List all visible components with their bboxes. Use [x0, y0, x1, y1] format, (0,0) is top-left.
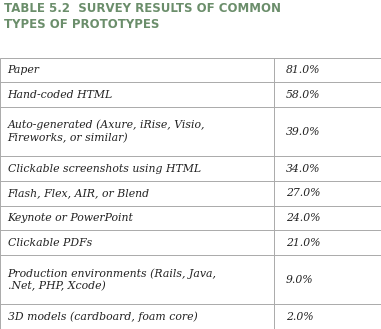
Text: 9.0%: 9.0% [286, 275, 314, 285]
Text: Production environments (Rails, Java,
.Net, PHP, Xcode): Production environments (Rails, Java, .N… [8, 268, 217, 291]
Text: 34.0%: 34.0% [286, 164, 320, 174]
Text: 81.0%: 81.0% [286, 65, 320, 75]
Text: 39.0%: 39.0% [286, 127, 320, 137]
Text: Auto-generated (Axure, iRise, Visio,
Fireworks, or similar): Auto-generated (Axure, iRise, Visio, Fir… [8, 120, 205, 143]
Text: Paper: Paper [8, 65, 40, 75]
Text: TABLE 5.2  SURVEY RESULTS OF COMMON
TYPES OF PROTOTYPES: TABLE 5.2 SURVEY RESULTS OF COMMON TYPES… [4, 2, 281, 31]
Text: Clickable screenshots using HTML: Clickable screenshots using HTML [8, 164, 201, 174]
Text: 21.0%: 21.0% [286, 238, 320, 248]
Text: 2.0%: 2.0% [286, 312, 314, 322]
Text: 3D models (cardboard, foam core): 3D models (cardboard, foam core) [8, 311, 197, 322]
Text: 58.0%: 58.0% [286, 89, 320, 100]
Text: Clickable PDFs: Clickable PDFs [8, 238, 92, 248]
Text: 24.0%: 24.0% [286, 213, 320, 223]
Text: Hand-coded HTML: Hand-coded HTML [8, 89, 113, 100]
Text: Flash, Flex, AIR, or Blend: Flash, Flex, AIR, or Blend [8, 188, 150, 198]
Text: 27.0%: 27.0% [286, 188, 320, 198]
Text: Keynote or PowerPoint: Keynote or PowerPoint [8, 213, 133, 223]
